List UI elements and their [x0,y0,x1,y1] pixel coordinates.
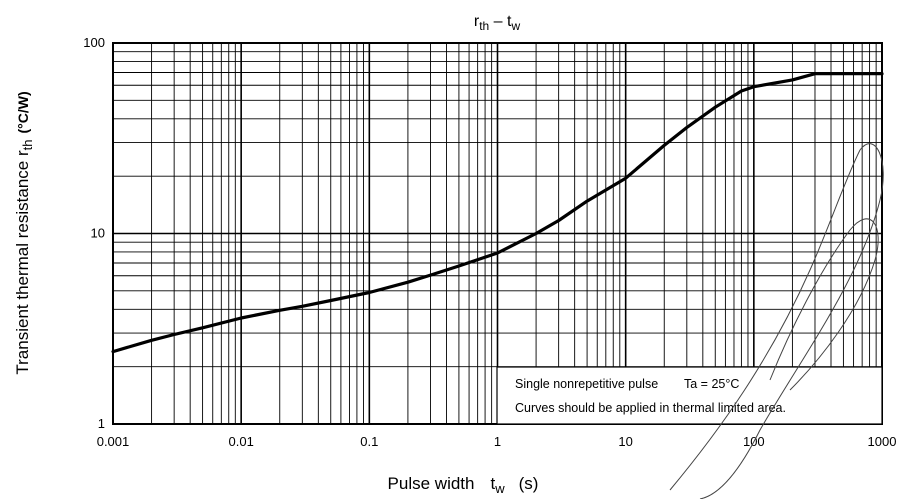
annotation-line-2: Curves should be applied in thermal limi… [515,401,786,415]
x-tick-label: 0.001 [97,434,130,449]
x-tick-label: 10 [618,434,632,449]
grid-lines [113,43,882,424]
chart-title: rth – tw [474,13,521,33]
annotation: Single nonrepetitive pulse Ta = 25°C Cur… [496,366,883,425]
annotation-line-1: Single nonrepetitive pulse [515,377,658,391]
y-tick-label: 10 [91,226,105,241]
x-tick-label: 1 [494,434,501,449]
y-tick-label: 1 [98,416,105,431]
series-line [111,72,884,354]
x-tick-label: 1000 [868,434,897,449]
watermark [669,143,884,499]
y-axis-label: Transient thermal resistance rth(°C/W) [13,91,35,374]
x-tick-label: 0.1 [360,434,378,449]
y-tick-labels: 1 10 100 [83,35,105,431]
annotation-ta: Ta = 25°C [684,377,739,391]
annotation-box [496,366,883,425]
series-layer [111,72,884,354]
x-tick-label: 0.01 [229,434,254,449]
x-axis-label: Pulse width tw (s) [388,474,539,496]
x-tick-labels: 0.001 0.01 0.1 1 10 100 1000 [97,434,897,449]
y-tick-label: 100 [83,35,105,50]
plot-area [111,42,884,425]
